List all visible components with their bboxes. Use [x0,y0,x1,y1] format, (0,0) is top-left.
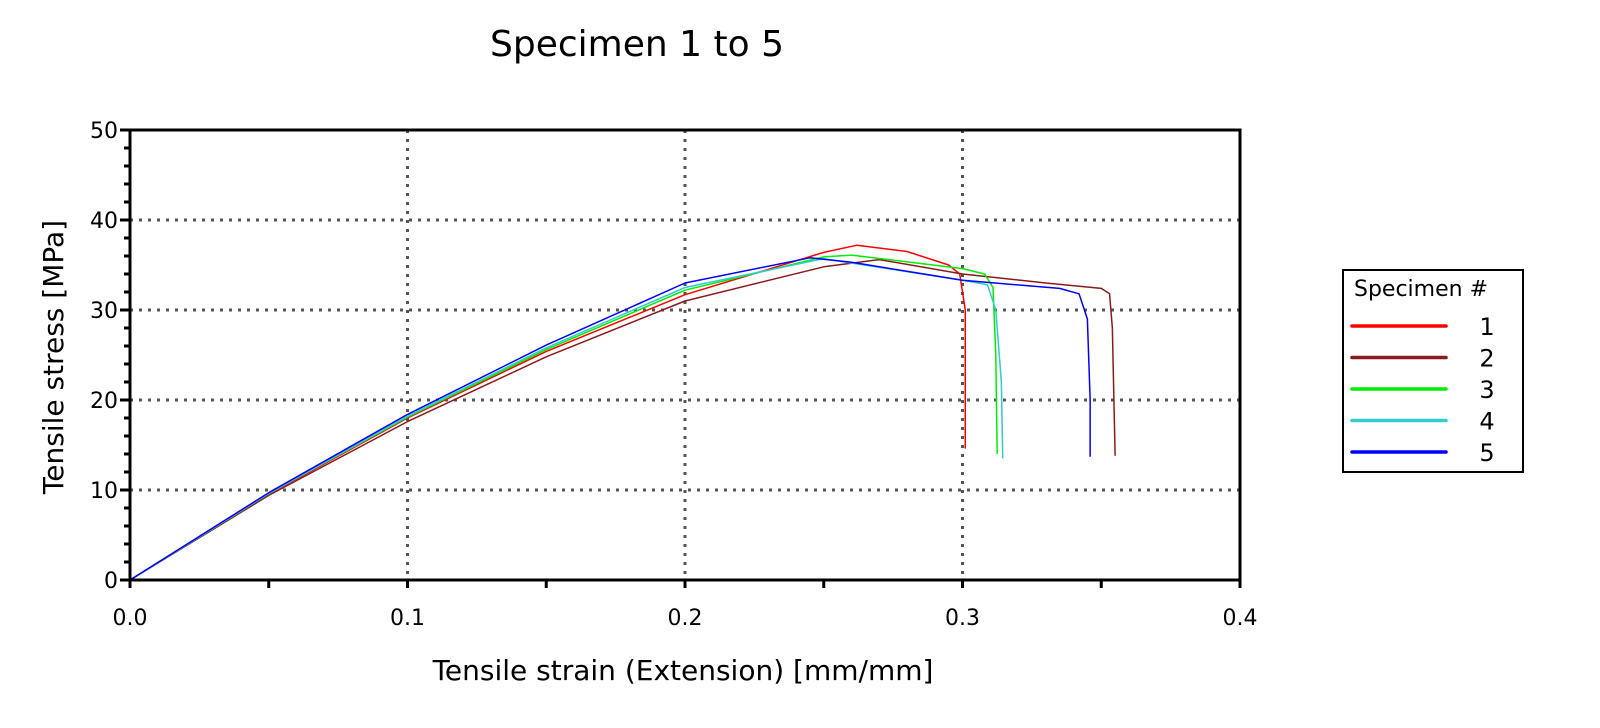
x-tick-label: 0.3 [945,606,980,631]
legend-label-2: 2 [1479,345,1494,373]
grid [130,130,1240,580]
x-tick-label: 0.4 [1223,606,1258,631]
y-tick-label: 40 [90,209,118,234]
series-line-specimen-4 [129,257,1004,581]
y-tick-label: 50 [90,119,118,144]
series-line-specimen-1 [129,244,967,581]
x-tick-label: 0.0 [113,606,148,631]
legend-label-5: 5 [1479,439,1494,467]
legend-box [1342,269,1524,473]
y-tick-label: 0 [104,569,118,594]
y-tick-label: 30 [90,299,118,324]
series-line-specimen-5 [129,257,1091,581]
legend-label-4: 4 [1479,408,1494,436]
y-axis-label: Tensile stress [MPa] [37,220,70,495]
x-axis-label: Tensile strain (Extension) [mm/mm] [432,654,934,687]
chart-title: Specimen 1 to 5 [490,24,784,65]
y-tick-label: 10 [90,479,118,504]
legend-title: Specimen # [1354,277,1488,302]
y-tick-label: 20 [90,389,118,414]
x-tick-label: 0.2 [668,606,703,631]
series-lines [129,244,1116,581]
series-line-specimen-2 [129,258,1116,581]
series-line-specimen-3 [129,254,998,581]
x-tick-label: 0.1 [390,606,425,631]
legend-label-3: 3 [1479,376,1494,404]
legend: Specimen # 1 2 3 4 5 [1342,269,1524,473]
ticks: 0.0 0.1 0.2 0.3 0.4 0 10 20 30 40 50 [90,119,1258,631]
legend-label-1: 1 [1479,313,1494,341]
